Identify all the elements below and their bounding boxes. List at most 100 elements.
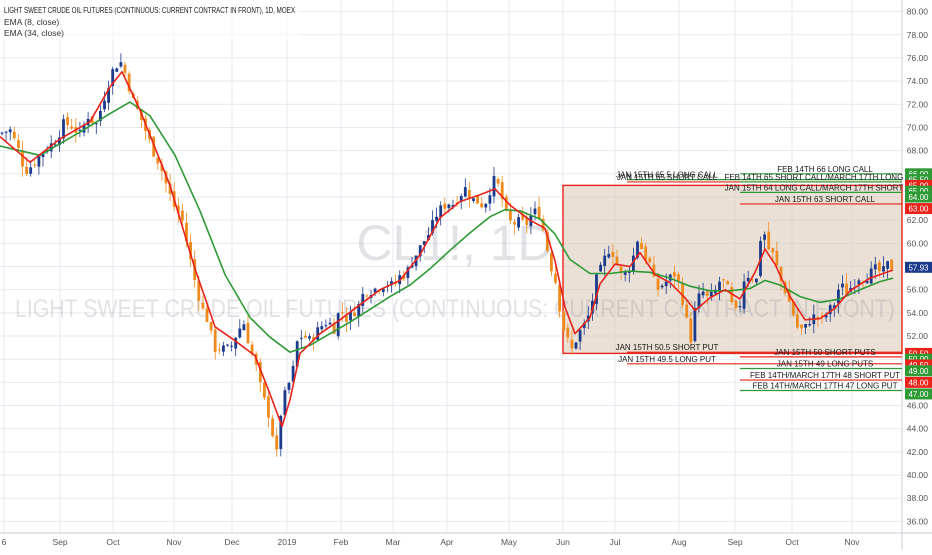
candle-body xyxy=(336,313,340,337)
price-tag-bg xyxy=(905,168,932,180)
candle-body xyxy=(308,336,311,339)
price-tag-label: 64.00 xyxy=(908,193,929,202)
x-tick-label: Jul xyxy=(610,537,621,547)
candle-body xyxy=(443,203,447,209)
candle-body xyxy=(869,268,873,284)
candle-body xyxy=(365,295,369,297)
candle-body xyxy=(320,326,324,330)
candle-body xyxy=(176,205,180,214)
annotation-label: JAN 15TH 49 LONG PUTS xyxy=(777,359,873,368)
annotation-label: FEB 14TH 65 SHORT CALL/MARCH 17TH LONG C… xyxy=(724,173,926,182)
candle-body xyxy=(242,324,246,331)
candle-body xyxy=(537,206,541,219)
candle-body xyxy=(882,266,885,272)
candle-body xyxy=(484,203,488,208)
watermark: CL1!, 1D LIGHT SWEET CRUDE OIL FUTURES (C… xyxy=(15,215,895,323)
candle-body xyxy=(316,327,320,340)
candle-body xyxy=(816,316,820,318)
candle-body xyxy=(353,312,356,317)
candle-body xyxy=(841,283,844,288)
y-tick-label: 80.00 xyxy=(907,7,929,17)
candle-body xyxy=(886,261,889,269)
candle-body xyxy=(697,293,701,309)
candle-body xyxy=(439,205,443,218)
candle-body xyxy=(283,390,287,416)
candle-body xyxy=(299,337,303,339)
candle-body xyxy=(607,253,611,258)
price-tag-bg xyxy=(905,203,932,215)
candle-body xyxy=(476,195,479,204)
candle-body xyxy=(402,275,406,280)
price-tag-bg xyxy=(905,347,932,359)
candle-body xyxy=(17,140,20,148)
candle-body xyxy=(291,365,295,382)
candle-body xyxy=(664,281,668,287)
candle-body xyxy=(250,344,254,354)
candle-body xyxy=(49,143,53,152)
y-tick-label: 74.00 xyxy=(907,76,929,86)
ema-34-line xyxy=(0,101,894,354)
candle-body xyxy=(70,126,74,129)
watermark-symbol: CL1!, 1D xyxy=(356,215,553,271)
price-tag-label: 63.00 xyxy=(908,205,929,214)
candle-body xyxy=(340,312,344,314)
candle-body xyxy=(160,164,164,172)
candle-body xyxy=(213,329,217,352)
candle-body xyxy=(890,259,894,270)
x-tick-label: Aug xyxy=(671,537,686,547)
candle-body xyxy=(189,241,192,259)
candle-body xyxy=(459,195,463,202)
y-tick-label: 38.00 xyxy=(907,493,929,503)
x-tick-label: Feb xyxy=(334,537,349,547)
indicator-label: EMA (8, close) xyxy=(4,17,59,27)
candle-body xyxy=(722,279,725,281)
candle-body xyxy=(808,324,812,326)
candle-body xyxy=(779,266,783,282)
range-box xyxy=(562,184,903,355)
price-tag-label: 47.00 xyxy=(908,390,929,399)
candle-body xyxy=(791,301,795,316)
candle-body xyxy=(492,176,496,197)
candle-body xyxy=(660,285,664,288)
candle-body xyxy=(545,231,549,251)
chart-title: LIGHT SWEET CRUDE OIL FUTURES (CONTINUOU… xyxy=(4,5,295,15)
candle-body xyxy=(66,117,69,126)
annotation-label: JAN 15TH 64 LONG CALL/MARCH 17TH SHORT C… xyxy=(725,183,926,192)
price-tag-bg xyxy=(905,359,932,371)
candle-body xyxy=(246,323,250,344)
candle-body xyxy=(103,100,106,110)
candle-body xyxy=(222,345,225,352)
candle-body xyxy=(361,294,365,307)
price-tag-bg xyxy=(905,353,932,365)
candle-body xyxy=(263,382,266,398)
x-tick-label: May xyxy=(501,537,518,547)
candle-body xyxy=(328,322,332,325)
candle-body xyxy=(119,62,123,67)
candle-body xyxy=(209,321,213,331)
candle-body xyxy=(763,234,766,240)
candle-body xyxy=(603,255,607,267)
annotation-label: JAN 15TH 63 SHORT CALL xyxy=(775,195,876,204)
ema-8-line xyxy=(0,71,894,428)
y-tick-label: 70.00 xyxy=(907,122,929,132)
candle-body xyxy=(435,216,438,221)
x-tick-label: Mar xyxy=(386,537,401,547)
candle-body xyxy=(673,272,676,277)
candle-body xyxy=(566,327,570,338)
candle-body xyxy=(107,88,110,103)
candle-body xyxy=(554,273,557,283)
annotation-label: JAN 15TH 65.5 LONG CALL xyxy=(616,171,718,180)
indicator-label: EMA (34, close) xyxy=(4,28,64,38)
candle-body xyxy=(734,300,738,308)
candle-body xyxy=(238,328,242,338)
candle-body xyxy=(578,330,582,342)
candle-body xyxy=(509,211,512,221)
candle-body xyxy=(0,132,4,134)
candle-body xyxy=(451,204,455,207)
candle-body xyxy=(804,323,807,328)
option-annotations: FEB 14TH 66 LONG CALL JAN 15TH 65.5 LONG … xyxy=(616,165,926,392)
candle-body xyxy=(488,195,492,204)
candle-body xyxy=(156,157,160,164)
candle-body xyxy=(517,217,520,228)
